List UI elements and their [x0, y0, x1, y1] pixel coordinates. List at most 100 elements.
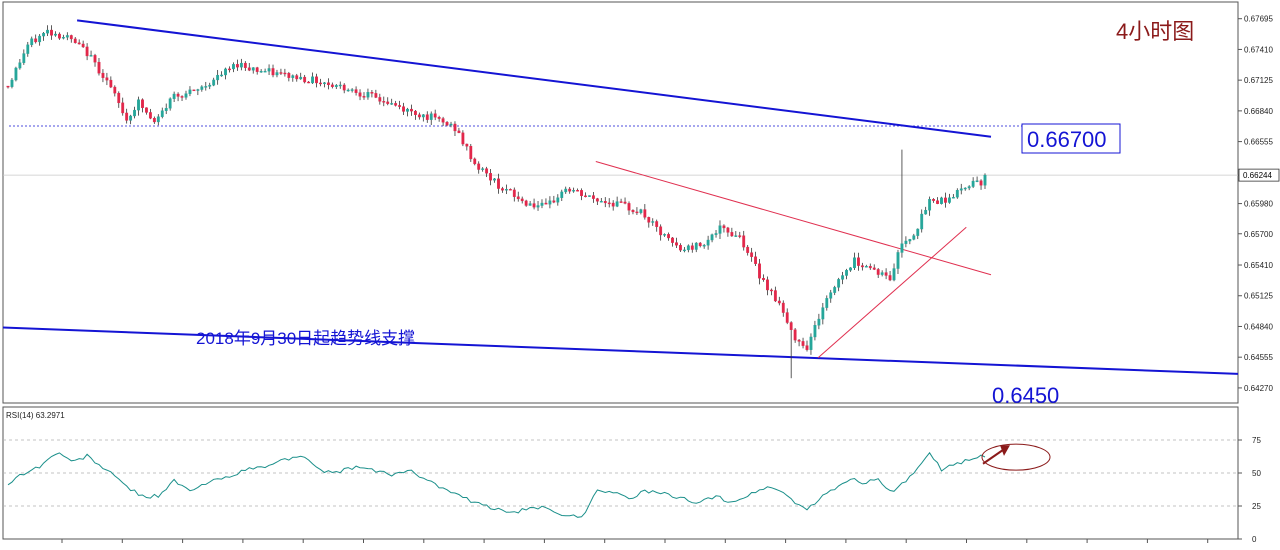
candle-body — [766, 279, 769, 291]
candle-body — [81, 43, 85, 48]
candle-body — [777, 300, 781, 304]
candle-body — [576, 190, 580, 192]
candle-body — [441, 118, 445, 123]
candle-body — [271, 68, 275, 76]
y-tick-label: 0.64555 — [1244, 353, 1273, 362]
candle-body — [758, 263, 761, 279]
candle-body — [334, 85, 338, 87]
candle-body — [659, 226, 663, 236]
candle-body — [287, 73, 291, 78]
candle-body — [212, 79, 216, 86]
candle-body — [584, 195, 587, 198]
candle-body — [738, 235, 742, 237]
candle-body — [93, 55, 97, 63]
candle-body — [829, 292, 833, 299]
candle-body — [421, 114, 425, 118]
candle-body — [394, 103, 398, 106]
candle-body — [433, 113, 437, 118]
candle-body — [706, 239, 710, 246]
candle-body — [675, 242, 678, 246]
candle-body — [955, 190, 959, 198]
candle-body — [362, 96, 366, 98]
candle-body — [845, 269, 848, 276]
candle-body — [940, 197, 943, 204]
y-tick-label: 0.67125 — [1244, 76, 1273, 85]
candle-body — [849, 267, 852, 271]
candle-body — [568, 188, 572, 192]
candle-body — [722, 225, 726, 229]
candle-body — [77, 42, 81, 45]
current-price-box — [1238, 168, 1280, 182]
candle-body — [532, 203, 536, 208]
candle-body — [323, 82, 326, 84]
candle-body — [959, 188, 963, 191]
candle-body — [461, 132, 465, 145]
candle-body — [686, 245, 690, 251]
candle-body — [220, 74, 224, 77]
candle-body — [497, 178, 500, 189]
candle-body — [129, 115, 133, 121]
candle-body — [65, 35, 69, 38]
candle-body — [291, 75, 295, 78]
candle-body — [311, 76, 314, 84]
trendline-red-ascending — [817, 226, 967, 359]
resistance-level-label: 0.66700 — [1027, 127, 1107, 152]
candle-body — [556, 197, 560, 203]
trendlines — [2, 19, 1239, 375]
candle-body — [184, 93, 188, 98]
candle-body — [595, 198, 599, 202]
candle-body — [330, 84, 334, 87]
candle-body — [718, 225, 722, 234]
candle-body — [54, 33, 57, 36]
candle-body — [817, 318, 821, 326]
main-plot-frame — [2, 1, 1239, 404]
candle-body — [837, 279, 841, 288]
candle-body — [105, 77, 109, 81]
candle-body — [406, 108, 409, 112]
candle-body — [623, 201, 627, 204]
candle-body — [57, 33, 61, 39]
candle-body — [860, 265, 864, 268]
y-tick-label: 0.65410 — [1244, 261, 1273, 270]
candle-body — [263, 70, 267, 73]
candle-body — [611, 202, 615, 207]
candle-body — [204, 86, 208, 88]
candle-body — [742, 235, 746, 248]
candle-body — [813, 325, 817, 338]
candle-body — [295, 75, 299, 80]
candle-body — [868, 266, 872, 269]
candle-body — [967, 186, 971, 189]
candle-body — [192, 89, 196, 92]
candle-body — [762, 277, 765, 280]
candle-body — [833, 287, 837, 293]
candle-body — [168, 98, 172, 109]
candle-body — [267, 68, 271, 72]
candle-body — [121, 102, 125, 114]
candle-body — [445, 122, 449, 126]
candle-body — [912, 235, 916, 240]
candle-body — [85, 46, 89, 57]
trendline-red-descending — [595, 161, 992, 276]
y-tick-label: 0.65980 — [1244, 200, 1273, 209]
candle-body — [30, 38, 34, 46]
candle-body — [785, 312, 789, 323]
candle-body — [572, 190, 576, 192]
candle-body — [857, 257, 860, 266]
candle-body — [382, 101, 386, 103]
candle-body — [920, 213, 924, 230]
candle-body — [876, 269, 880, 275]
candle-body — [524, 200, 528, 206]
candle-body — [417, 114, 421, 118]
candle-body — [410, 108, 413, 112]
candle-body — [14, 67, 18, 81]
chart-labels: 4小时图 2018年9月30日起趋势线支撑 0.66700 0.6450 RSI(14)… — [6, 19, 1194, 420]
candle-body — [619, 201, 623, 203]
y-tick-label: 0.64840 — [1244, 322, 1273, 331]
candle-body — [615, 201, 619, 207]
candle-body — [888, 275, 892, 281]
candle-body — [26, 44, 30, 54]
y-tick-label: 0.66555 — [1244, 138, 1273, 147]
resistance-level-box — [1021, 123, 1121, 154]
candle-body — [342, 84, 346, 91]
